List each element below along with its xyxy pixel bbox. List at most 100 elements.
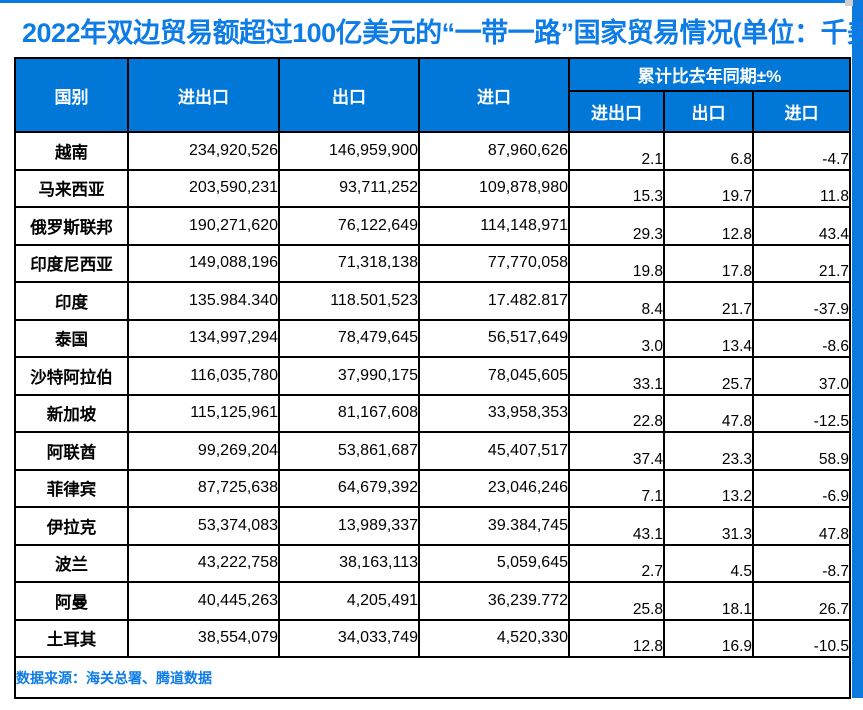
import-value-cell: 78,045,605 [418, 356, 570, 396]
import-pct-cell: -6.9 [752, 468, 851, 508]
table-row: 土耳其 38,554,079 34,033,749 4,520,330 12.8 16.9… [14, 618, 851, 658]
country-cell: 印度 [14, 281, 129, 321]
total-pct-cell: 3.0 [568, 318, 665, 358]
total-value-cell: 115,125,961 [127, 393, 280, 433]
table-row: 马来西亚 203,590,231 93,711,252 109,878,980 15.3… [14, 168, 851, 208]
total-value-cell: 234,920,526 [127, 131, 280, 171]
import-value-cell: 114,148,971 [418, 206, 570, 246]
total-value-cell: 149,088,196 [127, 243, 280, 283]
export-value-cell: 4,205,491 [278, 581, 420, 621]
import-pct-cell: -12.5 [752, 393, 851, 433]
export-value-cell: 76,122,649 [278, 206, 420, 246]
total-value-cell: 190,271,620 [127, 206, 280, 246]
total-value-cell: 53,374,083 [127, 506, 280, 546]
scrollbar-button[interactable] [845, 0, 853, 6]
import-pct-cell: 43.4 [752, 206, 851, 246]
trade-table: 国别 进出口 出口 进口 累计比去年同期±% 进出口 出口 进口 越南 234,9… [14, 57, 851, 699]
country-cell: 新加坡 [14, 393, 129, 433]
total-value-cell: 87,725,638 [127, 468, 280, 508]
top-border-line [0, 0, 845, 3]
total-pct-cell: 22.8 [568, 393, 665, 433]
country-cell: 伊拉克 [14, 506, 129, 546]
import-value-cell: 36,239.772 [418, 581, 570, 621]
country-cell: 波兰 [14, 543, 129, 583]
total-pct-cell: 2.1 [568, 131, 665, 171]
export-value-cell: 64,679,392 [278, 468, 420, 508]
country-cell: 俄罗斯联邦 [14, 206, 129, 246]
table-row: 阿联酋 99,269,204 53,861,687 45,407,517 37.4 23.… [14, 431, 851, 471]
export-pct-cell: 19.7 [663, 168, 754, 208]
export-value-cell: 78,479,645 [278, 318, 420, 358]
import-value-cell: 56,517,649 [418, 318, 570, 358]
export-pct-cell: 47.8 [663, 393, 754, 433]
import-pct-cell: -10.5 [752, 618, 851, 658]
table-row: 印度尼西亚 149,088,196 71,318,138 77,770,058 19.8… [14, 243, 851, 283]
export-pct-cell: 31.3 [663, 506, 754, 546]
export-pct-cell: 12.8 [663, 206, 754, 246]
export-pct-cell: 25.7 [663, 356, 754, 396]
total-pct-cell: 8.4 [568, 281, 665, 321]
country-cell: 沙特阿拉伯 [14, 356, 129, 396]
total-pct-cell: 25.8 [568, 581, 665, 621]
import-value-cell: 77,770,058 [418, 243, 570, 283]
export-value-cell: 71,318,138 [278, 243, 420, 283]
country-cell: 菲律宾 [14, 468, 129, 508]
country-cell: 阿联酋 [14, 431, 129, 471]
country-cell: 越南 [14, 131, 129, 171]
table-row: 新加坡 115,125,961 81,167,608 33,958,353 22.8 47… [14, 393, 851, 433]
total-pct-cell: 33.1 [568, 356, 665, 396]
import-pct-cell: -8.7 [752, 543, 851, 583]
total-pct-cell: 7.1 [568, 468, 665, 508]
export-value-cell: 93,711,252 [278, 168, 420, 208]
export-pct-cell: 17.8 [663, 243, 754, 283]
column-header-yoy-total: 进出口 [568, 90, 665, 133]
import-value-cell: 87,960,626 [418, 131, 570, 171]
total-value-cell: 135.984.340 [127, 281, 280, 321]
country-cell: 阿曼 [14, 581, 129, 621]
total-value-cell: 134,997,294 [127, 318, 280, 358]
page-title: 2022年双边贸易额超过100亿美元的“一带一路”国家贸易情况(单位：千美元) [22, 18, 863, 48]
total-pct-cell: 37.4 [568, 431, 665, 471]
total-value-cell: 40,445,263 [127, 581, 280, 621]
table-row: 波兰 43,222,758 38,163,113 5,059,645 2.7 4.5 -8.… [14, 543, 851, 583]
table-row: 菲律宾 87,725,638 64,679,392 23,046,246 7.1 13.2… [14, 468, 851, 508]
export-pct-cell: 23.3 [663, 431, 754, 471]
column-header-yoy-group: 累计比去年同期±% [568, 57, 851, 92]
table-row: 沙特阿拉伯 116,035,780 37,990,175 78,045,605 33.1… [14, 356, 851, 396]
export-value-cell: 38,163,113 [278, 543, 420, 583]
import-value-cell: 39.384,745 [418, 506, 570, 546]
table-row: 伊拉克 53,374,083 13,989,337 39.384,745 43.1 31.… [14, 506, 851, 546]
total-value-cell: 38,554,079 [127, 618, 280, 658]
column-header-yoy-export: 出口 [663, 90, 754, 133]
import-pct-cell: -4.7 [752, 131, 851, 171]
import-pct-cell: -37.9 [752, 281, 851, 321]
export-pct-cell: 4.5 [663, 543, 754, 583]
table-row: 阿曼 40,445,263 4,205,491 36,239.772 25.8 18.1 2… [14, 581, 851, 621]
total-pct-cell: 12.8 [568, 618, 665, 658]
import-value-cell: 109,878,980 [418, 168, 570, 208]
import-pct-cell: 37.0 [752, 356, 851, 396]
export-pct-cell: 13.2 [663, 468, 754, 508]
column-header-total: 进出口 [127, 57, 280, 133]
import-pct-cell: 26.7 [752, 581, 851, 621]
table-row: 俄罗斯联邦 190,271,620 76,122,649 114,148,971 29.… [14, 206, 851, 246]
import-pct-cell: 47.8 [752, 506, 851, 546]
country-cell: 土耳其 [14, 618, 129, 658]
import-value-cell: 5,059,645 [418, 543, 570, 583]
country-cell: 泰国 [14, 318, 129, 358]
total-value-cell: 116,035,780 [127, 356, 280, 396]
scrollbar[interactable] [852, 0, 863, 698]
export-pct-cell: 16.9 [663, 618, 754, 658]
table-row: 泰国 134,997,294 78,479,645 56,517,649 3.0 13.4… [14, 318, 851, 358]
import-value-cell: 33,958,353 [418, 393, 570, 433]
export-value-cell: 13,989,337 [278, 506, 420, 546]
table-row: 越南 234,920,526 146,959,900 87,960,626 2.1 6.8… [14, 131, 851, 171]
total-value-cell: 43,222,758 [127, 543, 280, 583]
export-value-cell: 53,861,687 [278, 431, 420, 471]
table-row: 印度 135.984.340 118.501,523 17.482.817 8.4 21.… [14, 281, 851, 321]
export-value-cell: 81,167,608 [278, 393, 420, 433]
country-cell: 马来西亚 [14, 168, 129, 208]
export-value-cell: 37,990,175 [278, 356, 420, 396]
import-value-cell: 45,407,517 [418, 431, 570, 471]
column-header-export: 出口 [278, 57, 420, 133]
